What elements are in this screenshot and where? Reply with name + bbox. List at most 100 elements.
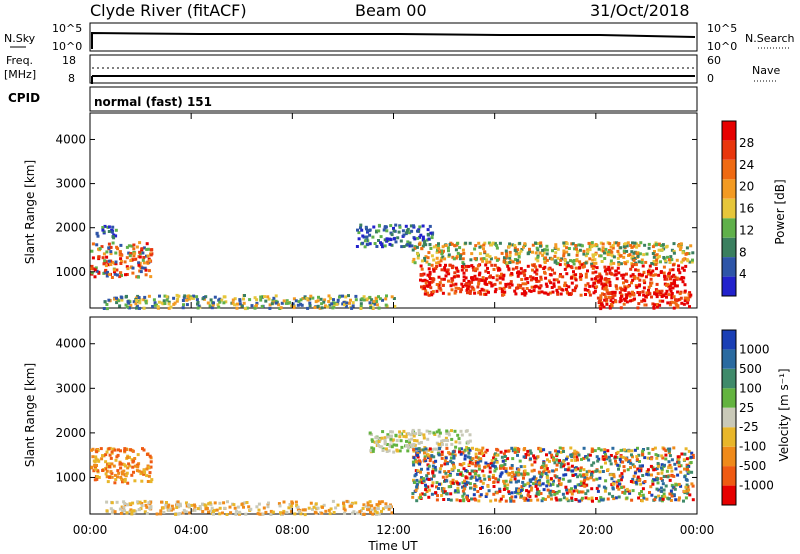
power-cell-r4 [636, 252, 639, 256]
velocity-cell-r3 [691, 484, 695, 488]
nsky-tick-bottom: 10^0 [52, 40, 82, 53]
velocity-cell-r3 [549, 489, 553, 493]
power-cell-r5 [608, 280, 612, 284]
velocity-cell-r3 [492, 485, 496, 488]
velocity-cell-r1 [377, 500, 381, 504]
velocity-cell-r3 [444, 456, 448, 460]
power-cell-r6 [625, 293, 629, 297]
velocity-cell-r3 [498, 487, 502, 491]
power-cell-r4 [456, 251, 460, 255]
velocity-cell-r3 [587, 497, 591, 501]
velocity-cell-r3 [522, 476, 525, 480]
velocity-cell-r1 [297, 510, 301, 513]
power-cell-r6 [608, 296, 612, 299]
power-cell-r6 [605, 299, 609, 303]
velocity-cell-r3 [469, 486, 472, 490]
velocity-cell-r3 [517, 479, 520, 483]
velocity-cell-r3 [523, 465, 527, 469]
velocity-cell-r1 [316, 506, 320, 510]
power-cell-r0 [97, 257, 101, 261]
power-cell-r5 [425, 279, 429, 283]
velocity-cell-r1 [281, 511, 285, 515]
velocity-cell-r2 [391, 438, 395, 442]
velocity-cell-r1 [309, 501, 313, 505]
power-cell-r4 [562, 254, 566, 258]
velocity-cell-r3 [576, 483, 580, 487]
velocity-cell-r3 [661, 456, 665, 460]
velocity-cell-r1 [113, 510, 117, 514]
power-cell-r5 [443, 266, 447, 270]
power-cell-r6 [655, 295, 659, 299]
velocity-cell-r2 [437, 428, 441, 432]
velocity-cell-r3 [616, 463, 620, 467]
power-cell-r5 [677, 268, 680, 272]
velocity-cell-r0 [91, 455, 95, 459]
power-cell-r5 [462, 275, 466, 279]
velocity-cell-r3 [645, 497, 649, 501]
velocity-cell-r3 [597, 447, 601, 451]
velocity-cell-r2 [433, 433, 437, 436]
velocity-cell-r3 [481, 481, 485, 485]
velocity-cell-r3 [495, 460, 499, 464]
power-cell-r3 [388, 237, 392, 241]
velocity-cell-r1 [203, 503, 207, 507]
velocity-cell-r3 [557, 478, 561, 482]
velocity-cell-r3 [447, 470, 451, 473]
power-cell-r4 [485, 261, 489, 264]
power-cell-r4 [619, 262, 623, 266]
power-cell-r4 [461, 261, 465, 265]
power-cell-r3 [419, 233, 423, 237]
velocity-cell-r3 [640, 499, 644, 503]
velocity-cell-r1 [331, 499, 335, 503]
power-cell-r0 [108, 273, 112, 276]
power-cell-r2 [296, 303, 300, 307]
power-cell-r4 [487, 241, 491, 245]
power-cell-r0 [132, 254, 136, 258]
velocity-cell-r3 [502, 479, 506, 483]
velocity-cell-r1 [311, 507, 314, 511]
velocity-cell-r3 [474, 498, 478, 502]
power-cell-r2 [120, 296, 124, 300]
velocity-cell-r1 [244, 512, 248, 516]
velocity-cell-r1 [122, 500, 126, 504]
velocity-cell-r3 [412, 456, 416, 460]
velocity-cell-r0 [136, 453, 140, 457]
power-cell-r4 [519, 249, 523, 253]
power-cell-r4 [461, 257, 465, 261]
power-cell-r4 [647, 246, 651, 250]
velocity-cell-r3 [645, 470, 649, 474]
power-cell-r5 [680, 277, 684, 281]
velocity-cell-r3 [579, 466, 583, 470]
power-cell-r2 [271, 299, 275, 303]
power-cell-r4 [622, 249, 626, 253]
velocity-cell-r2 [443, 438, 447, 442]
velocity-cell-r3 [512, 473, 516, 477]
velocity-cell-r3 [484, 495, 488, 498]
velocity-cell-r3 [595, 486, 599, 490]
velocity-colorbar-tick: 500 [739, 362, 762, 376]
velocity-cell-r3 [479, 487, 483, 490]
velocity-cell-r3 [499, 450, 503, 454]
velocity-cell-r1 [199, 507, 202, 511]
power-cell-r5 [528, 289, 532, 293]
velocity-cell-r3 [458, 450, 461, 454]
power-cell-r5 [595, 266, 599, 270]
power-cell-r3 [408, 244, 412, 248]
power-cell-r4 [480, 257, 484, 261]
velocity-cell-r3 [585, 473, 589, 477]
power-cell-r5 [480, 287, 484, 291]
power-cell-r3 [399, 239, 403, 243]
power-cell-r4 [612, 255, 616, 259]
velocity-cell-r3 [437, 453, 441, 457]
power-cell-r5 [558, 263, 562, 267]
power-cell-r6 [672, 306, 676, 310]
power-cell-r4 [413, 261, 417, 265]
velocity-cell-r3 [531, 477, 535, 481]
velocity-cell-r3 [542, 470, 546, 474]
velocity-cell-r1 [178, 502, 182, 506]
velocity-cell-r1 [144, 503, 148, 507]
velocity-cell-r3 [685, 457, 689, 461]
velocity-cell-r0 [101, 469, 105, 472]
velocity-cell-r3 [415, 447, 418, 451]
velocity-cell-r3 [455, 498, 459, 502]
